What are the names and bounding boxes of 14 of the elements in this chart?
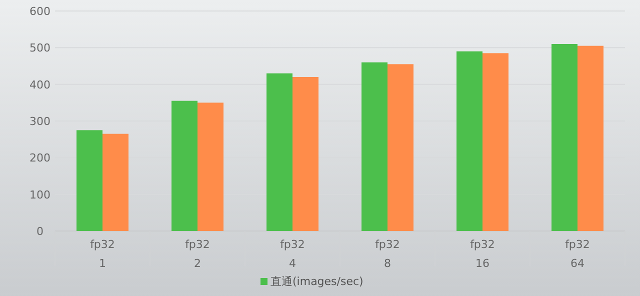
- y-tick-label: 100: [30, 188, 50, 202]
- y-tick-label: 400: [30, 78, 50, 92]
- x-tick-label: fp32 1: [90, 238, 115, 270]
- y-tick-label: 500: [30, 42, 50, 55]
- y-tick-label: 300: [30, 115, 50, 128]
- y-tick-label: 200: [30, 152, 50, 165]
- y-tick-label: 0: [36, 225, 44, 238]
- x-tick-label: fp32 2: [185, 238, 210, 270]
- x-tick-label: fp32 8: [375, 238, 400, 270]
- legend-label: 直通(images/sec): [270, 275, 364, 288]
- x-tick-label: fp32 64: [565, 238, 590, 270]
- x-tick-label: fp32 4: [280, 238, 305, 270]
- x-tick-label: fp32 16: [470, 238, 495, 270]
- y-tick-label: 600: [30, 5, 50, 18]
